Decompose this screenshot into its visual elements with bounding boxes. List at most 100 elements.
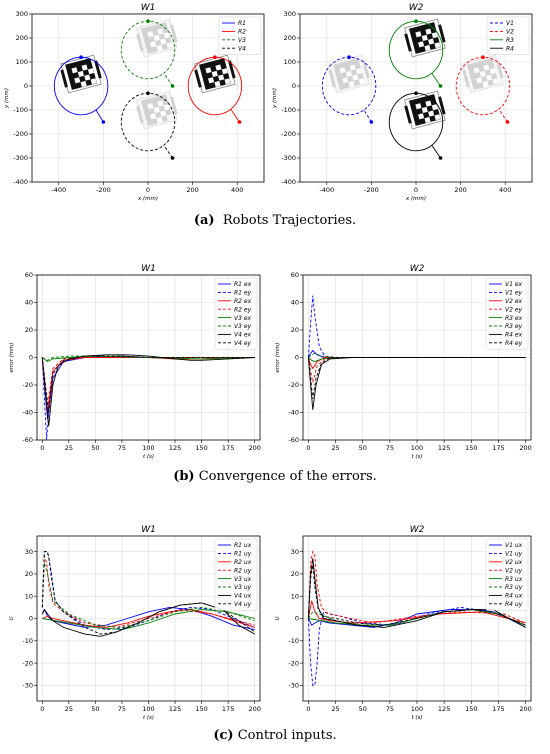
- start-point: [505, 120, 510, 124]
- legend-label: V2: [506, 29, 514, 36]
- robot-wheel: [438, 96, 446, 115]
- y-tick-label: 0: [292, 82, 296, 90]
- end-point: [414, 19, 418, 24]
- robot-wheel: [496, 60, 504, 79]
- legend-label: R2 ex: [234, 298, 252, 305]
- aruco-cell: [418, 41, 425, 48]
- y-tick-label: -200: [13, 130, 28, 138]
- x-tick-label: 200: [519, 705, 531, 713]
- aruco-cell: [434, 114, 441, 121]
- caption-b-label: (b): [173, 469, 195, 484]
- aruco-cell: [352, 74, 359, 81]
- y-tick-label: 200: [284, 34, 296, 42]
- aruco-cell: [418, 113, 425, 120]
- chart-err_w1: 0 25 50 75 100 125 150 175 200 -60 -40 -20 0 20 40 60 W1…: [9, 264, 261, 460]
- y-tick-label: 300: [284, 10, 296, 18]
- start-point: [369, 120, 374, 124]
- x-tick-label: 125: [438, 444, 450, 452]
- legend-box: [485, 538, 529, 611]
- x-tick-label: 25: [331, 705, 339, 713]
- aruco-cell: [473, 67, 480, 74]
- aruco-cell: [163, 104, 170, 111]
- robot-wheel: [438, 24, 446, 43]
- plot-content: [307, 295, 526, 410]
- legend-label: V4 ex: [234, 332, 252, 339]
- aruco-cell: [489, 68, 496, 75]
- x-tick-label: 100: [411, 705, 423, 713]
- aruco-cell: [71, 67, 78, 74]
- y-axis-label: error (mm): [9, 342, 15, 372]
- series-line-v2-uy: [307, 550, 526, 624]
- robot-wheel: [60, 69, 68, 88]
- legend-label: V4 ey: [234, 340, 252, 347]
- y-tick-label: 300: [16, 10, 28, 18]
- start-point: [170, 156, 175, 160]
- legend-label: R3 ex: [505, 315, 523, 322]
- legend-label: V3 uy: [234, 584, 252, 591]
- x-axis-label: t (s): [411, 454, 422, 460]
- aruco-cell: [431, 32, 438, 39]
- x-axis-label: t (s): [411, 715, 422, 721]
- y-tick-label: -300: [13, 154, 28, 162]
- legend-label: R4 uy: [505, 601, 523, 608]
- aruco-cell: [215, 64, 222, 71]
- y-tick-label: 20: [291, 326, 299, 334]
- x-tick-label: 0: [40, 705, 44, 713]
- x-tick-label: 150: [195, 705, 207, 713]
- series-line-v2: [455, 56, 511, 123]
- legend-label: V1 uy: [505, 551, 523, 558]
- aruco-cell: [476, 77, 483, 84]
- y-tick-label: 30: [25, 548, 33, 556]
- aruco-cell: [425, 100, 432, 107]
- plot-content: [53, 18, 243, 160]
- y-tick-label: -10: [288, 637, 299, 645]
- aruco-cell: [348, 80, 355, 88]
- series-line-v4-ex: [41, 354, 255, 427]
- aruco-cell: [221, 68, 228, 75]
- series-line-r4-uy: [307, 564, 526, 626]
- y-tick-label: -20: [22, 381, 33, 389]
- chart-title: W1: [141, 264, 156, 274]
- caption-c-label: (c): [213, 728, 234, 743]
- robot-wheel: [404, 105, 412, 124]
- y-tick-label: -40: [22, 409, 33, 417]
- series-line-v1: [321, 56, 377, 123]
- end-point: [146, 19, 150, 24]
- start-point: [237, 120, 242, 124]
- aruco-cell: [434, 42, 441, 49]
- aruco-cell: [205, 67, 212, 74]
- robot-marker: [136, 90, 178, 130]
- x-tick-label: 200: [248, 444, 260, 452]
- robot-wheel: [404, 33, 412, 52]
- x-tick-label: 125: [169, 444, 181, 452]
- x-tick-label: 125: [169, 705, 181, 713]
- aruco-cell: [421, 34, 428, 41]
- y-tick-label: -20: [288, 381, 299, 389]
- y-tick-label: 40: [25, 299, 33, 307]
- aruco-cell: [415, 31, 422, 38]
- y-tick-label: -60: [22, 436, 33, 444]
- robot-marker: [328, 54, 370, 94]
- aruco-cell: [156, 44, 163, 52]
- aruco-cell: [157, 100, 164, 107]
- x-tick-label: 75: [118, 444, 126, 452]
- legend-label: R1 ex: [234, 281, 252, 288]
- aruco-cell: [358, 78, 365, 85]
- x-tick-label: 175: [222, 705, 234, 713]
- legend-label: R1 ux: [234, 542, 252, 549]
- start-point: [170, 84, 175, 88]
- y-axis-label: error (mm): [275, 342, 281, 372]
- legend-label: V1: [506, 20, 514, 27]
- aruco-cell: [421, 106, 428, 113]
- legend-label: V3 ey: [234, 323, 252, 330]
- end-point: [414, 91, 418, 95]
- robot-wheel: [194, 69, 202, 88]
- x-tick-label: 50: [91, 705, 99, 713]
- legend-label: V3 ex: [234, 315, 252, 322]
- plot-content: [41, 354, 255, 440]
- legend-label: V1 ex: [505, 281, 523, 288]
- aruco-cell: [150, 41, 157, 48]
- series-line-v4-uy: [41, 551, 255, 635]
